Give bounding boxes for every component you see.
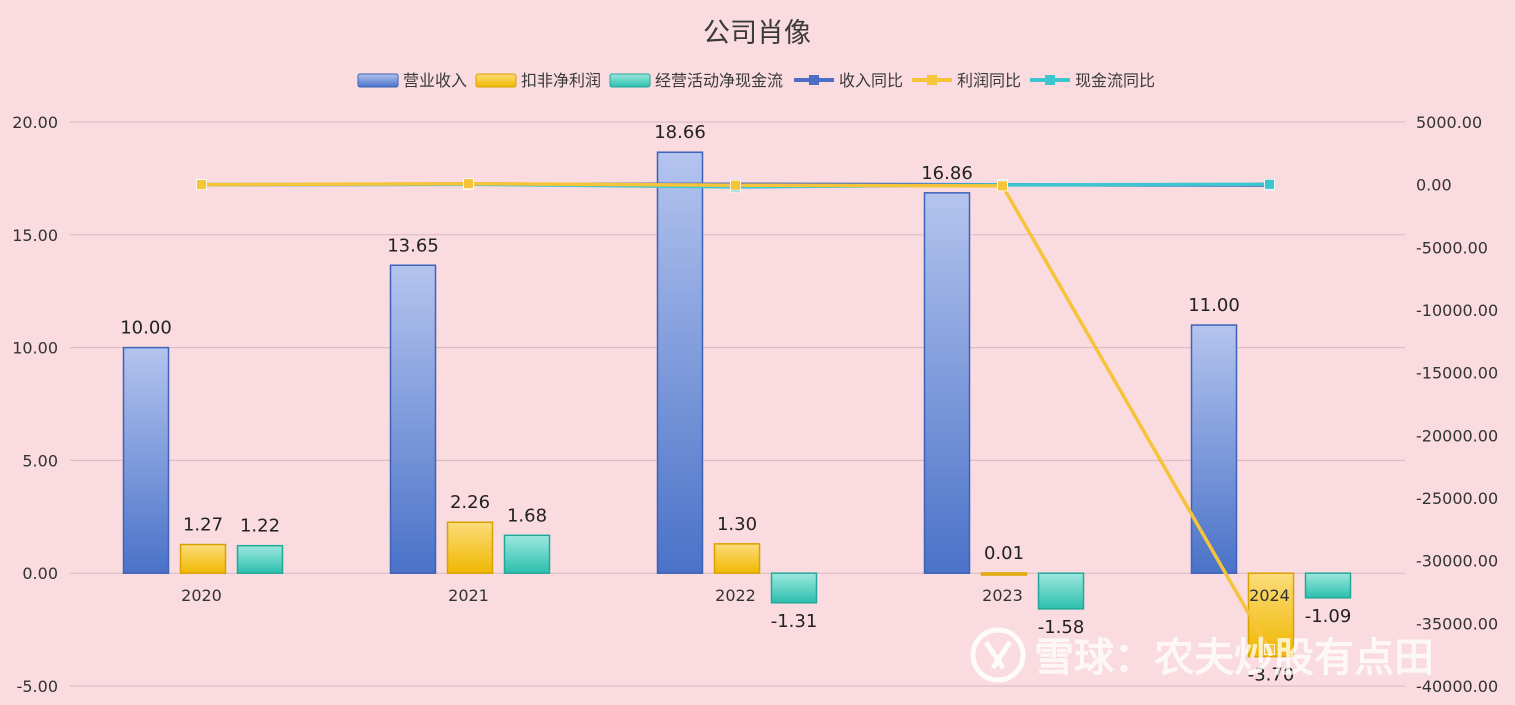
- bar-扣非净利润: [980, 572, 1028, 576]
- y-right-tick-label: 0.00: [1416, 176, 1452, 195]
- legend-swatch: [357, 73, 399, 88]
- y-right-tick-label: -25000.00: [1416, 489, 1498, 508]
- legend-label: 利润同比: [957, 71, 1021, 90]
- y-right-tick-label: -40000.00: [1416, 677, 1498, 696]
- watermark: 雪球：农夫炒股有点田: [970, 627, 1434, 683]
- bar-扣非净利润: [179, 543, 227, 574]
- legend-item-营业收入[interactable]: 营业收入: [357, 71, 467, 90]
- y-right-tick-label: -30000.00: [1416, 552, 1498, 571]
- y-axis-left: 20.00 15.00 10.00 5.00 0.00 -5.00: [12, 113, 58, 696]
- point-现金流同比: [1264, 178, 1275, 190]
- data-label: 13.65: [387, 235, 439, 256]
- legend-marker: [1045, 75, 1055, 85]
- bar-经营活动净现金流: [1304, 572, 1352, 599]
- bar-营业收入: [656, 151, 704, 574]
- bar-扣非净利润: [713, 543, 761, 574]
- bar-营业收入: [1190, 324, 1238, 574]
- y-left-tick-label: 15.00: [12, 226, 58, 245]
- data-label: 2.26: [450, 492, 490, 513]
- legend-item-利润同比[interactable]: 利润同比: [912, 71, 1021, 90]
- point-利润同比: [463, 178, 474, 190]
- bar-经营活动净现金流: [503, 534, 551, 574]
- watermark-text: 雪球：农夫炒股有点田: [1034, 635, 1434, 681]
- data-label: -1.09: [1305, 606, 1352, 627]
- legend-swatch: [609, 73, 651, 88]
- y-left-tick-label: -5.00: [17, 677, 58, 696]
- line-series: [196, 178, 1275, 656]
- data-label: -1.58: [1038, 617, 1085, 638]
- legend-item-现金流同比[interactable]: 现金流同比: [1030, 71, 1155, 90]
- bar-扣非净利润: [446, 521, 494, 574]
- bar-扣非净利润: [1247, 572, 1295, 658]
- data-label: 1.68: [507, 505, 547, 526]
- y-right-tick-label: -5000.00: [1416, 238, 1488, 257]
- x-tick-label: 2022: [715, 586, 756, 605]
- data-label: 18.66: [654, 122, 706, 143]
- legend-item-收入同比[interactable]: 收入同比: [794, 71, 903, 90]
- y-left-tick-label: 0.00: [22, 564, 58, 583]
- bar-series: [122, 151, 1352, 658]
- legend-item-扣非净利润[interactable]: 扣非净利润: [475, 71, 601, 90]
- chart-title: 公司肖像: [703, 18, 811, 49]
- data-label: 16.86: [921, 163, 973, 184]
- y-axis-right: 5000.00 0.00 -5000.00 -10000.00 -15000.00 -20…: [1416, 113, 1498, 696]
- bar-营业收入: [923, 192, 971, 574]
- y-right-tick-label: 5000.00: [1416, 113, 1482, 132]
- legend-label: 现金流同比: [1075, 71, 1155, 90]
- point-利润同比: [997, 180, 1008, 192]
- x-tick-label: 2023: [982, 586, 1023, 605]
- x-tick-label: 2024: [1249, 586, 1290, 605]
- data-label: -3.70: [1248, 665, 1295, 686]
- y-right-tick-label: -15000.00: [1416, 364, 1498, 383]
- point-利润同比: [730, 179, 741, 191]
- xueqiu-logo-icon: [970, 627, 1026, 683]
- data-label: 10.00: [120, 318, 172, 339]
- legend-swatch: [475, 73, 517, 88]
- x-tick-label: 2020: [181, 586, 222, 605]
- data-label: 1.22: [240, 516, 280, 537]
- legend-label: 营业收入: [403, 71, 467, 90]
- bar-营业收入: [122, 346, 170, 574]
- data-label: 0.01: [984, 543, 1024, 564]
- bar-经营活动净现金流: [1037, 572, 1085, 610]
- x-tick-label: 2021: [448, 586, 489, 605]
- legend-marker: [809, 75, 819, 85]
- line-利润同比: [201, 181, 1272, 651]
- data-label: -1.31: [771, 611, 818, 632]
- y-left-tick-label: 10.00: [12, 339, 58, 358]
- y-right-tick-label: -20000.00: [1416, 426, 1498, 445]
- legend-label: 扣非净利润: [521, 71, 601, 90]
- legend-item-经营活动净现金流[interactable]: 经营活动净现金流: [609, 71, 783, 90]
- bar-经营活动净现金流: [236, 544, 284, 574]
- legend-label: 收入同比: [839, 71, 903, 90]
- y-left-tick-label: 20.00: [12, 113, 58, 132]
- point-利润同比: [196, 179, 207, 191]
- legend-marker: [927, 75, 937, 85]
- data-label: 1.27: [183, 515, 223, 536]
- data-labels: 10.00 13.65 18.66 16.86 11.00 1.27 2.26 1.30 0.0…: [120, 122, 1351, 685]
- data-label: 1.30: [717, 514, 757, 535]
- bar-经营活动净现金流: [770, 572, 818, 604]
- bar-营业收入: [389, 264, 437, 574]
- y-right-tick-label: -10000.00: [1416, 301, 1498, 320]
- legend[interactable]: 营业收入 扣非净利润 经营活动净现金流 收入同比 利润同比 现金流同比: [357, 71, 1155, 90]
- y-left-tick-label: 5.00: [22, 451, 58, 470]
- data-label: 11.00: [1188, 295, 1240, 316]
- x-axis-categories: 2020 2021 2022 2023 2024: [181, 586, 1290, 605]
- y-right-tick-label: -35000.00: [1416, 614, 1498, 633]
- point-利润同比: [1264, 644, 1275, 656]
- legend-label: 经营活动净现金流: [655, 71, 783, 90]
